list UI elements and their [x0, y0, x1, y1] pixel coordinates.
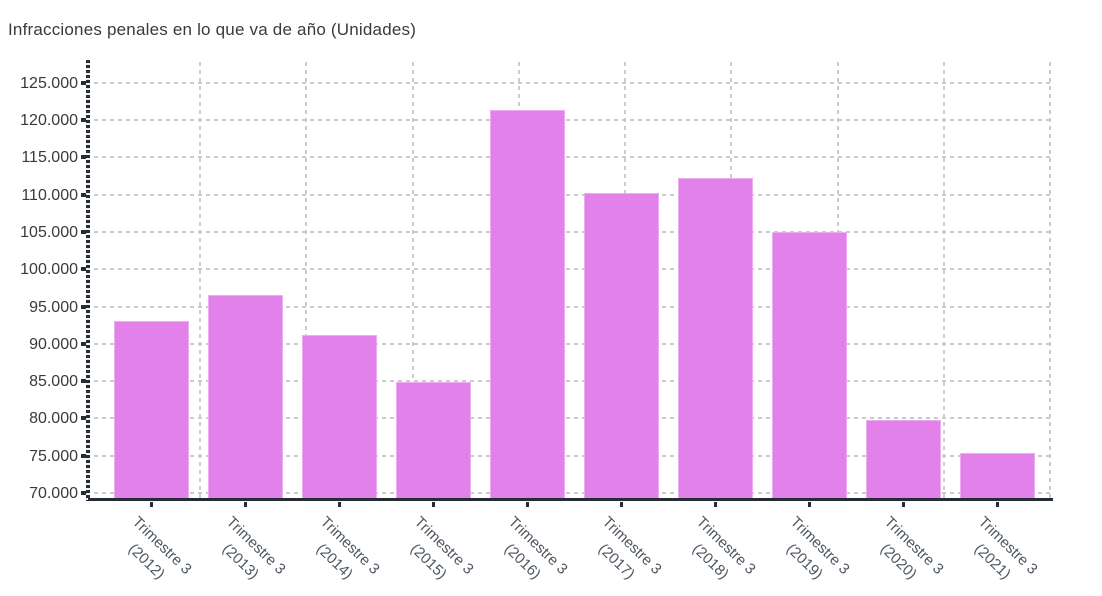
y-tick-mark: [81, 341, 86, 346]
bar[interactable]: [584, 193, 660, 498]
x-tick-label: Trimestre 3 (2017): [581, 512, 666, 596]
bar[interactable]: [866, 419, 942, 498]
x-tick-mark: [996, 502, 1000, 507]
h-gridline: [94, 268, 1053, 271]
h-gridline: [94, 342, 1053, 345]
y-tick-mark: [81, 155, 86, 160]
y-tick-label: 125.000: [20, 74, 78, 92]
y-tick-mark: [81, 453, 86, 458]
v-gridline: [199, 62, 202, 498]
y-tick-mark: [81, 118, 86, 123]
x-tick-mark: [620, 502, 624, 507]
h-gridline: [94, 380, 1053, 383]
bar[interactable]: [114, 321, 190, 498]
x-tick-mark: [338, 502, 342, 507]
y-tick-label: 100.000: [20, 261, 78, 279]
x-tick-label: Trimestre 3 (2014): [299, 512, 384, 596]
y-tick-mark: [81, 490, 86, 495]
x-tick-label: Trimestre 3 (2019): [769, 512, 854, 596]
y-tick-mark: [81, 229, 86, 234]
h-gridline: [94, 230, 1053, 233]
y-tick-mark: [81, 304, 86, 309]
h-gridline: [94, 417, 1053, 420]
h-gridline: [94, 119, 1053, 122]
x-tick-label: Trimestre 3 (2013): [205, 512, 290, 596]
y-tick-mark: [81, 379, 86, 384]
x-tick-label: Trimestre 3 (2020): [863, 512, 948, 596]
y-tick-label: 80.000: [29, 410, 78, 428]
y-tick-label: 110.000: [21, 186, 78, 204]
h-gridline: [94, 305, 1053, 308]
bar[interactable]: [772, 231, 848, 498]
y-tick-label: 120.000: [20, 112, 78, 130]
horizontal-gridlines-layer: [94, 62, 1053, 500]
x-tick-mark: [714, 502, 718, 507]
h-gridline: [94, 491, 1053, 494]
chart-title: Infracciones penales en lo que va de año…: [8, 20, 417, 39]
x-tick-mark: [150, 502, 154, 507]
y-tick-mark: [81, 416, 86, 421]
h-gridline: [94, 193, 1053, 196]
x-tick-label: Trimestre 3 (2012): [111, 512, 196, 596]
h-gridline: [94, 156, 1053, 159]
x-tick-mark: [244, 502, 248, 507]
x-tick-label: Trimestre 3 (2016): [487, 512, 572, 596]
y-tick-label: 90.000: [29, 335, 78, 353]
bar[interactable]: [302, 334, 378, 498]
bar[interactable]: [208, 295, 284, 498]
y-axis-line: [86, 60, 90, 501]
bars-layer: [94, 62, 1050, 500]
x-tick-label: Trimestre 3 (2015): [393, 512, 478, 596]
y-tick-label: 85.000: [29, 373, 78, 391]
y-tick-label: 75.000: [29, 447, 78, 465]
x-tick-mark: [432, 502, 436, 507]
v-gridline: [942, 62, 945, 498]
bar[interactable]: [960, 452, 1036, 498]
y-tick-label: 95.000: [29, 298, 78, 316]
y-tick-mark: [81, 267, 86, 272]
bar[interactable]: [678, 178, 754, 498]
h-gridline: [94, 454, 1053, 457]
x-tick-mark: [902, 502, 906, 507]
v-gridline: [1049, 62, 1051, 498]
bar[interactable]: [490, 110, 566, 498]
x-axis-line: [88, 498, 1053, 501]
bar[interactable]: [396, 381, 472, 498]
x-tick-mark: [526, 502, 530, 507]
y-tick-label: 115.000: [21, 149, 78, 167]
h-gridline: [94, 81, 1053, 84]
y-tick-label: 105.000: [20, 223, 78, 241]
x-tick-mark: [808, 502, 812, 507]
v-gridline: [305, 62, 308, 498]
y-tick-mark: [81, 192, 86, 197]
x-tick-label: Trimestre 3 (2018): [675, 512, 760, 596]
y-tick-label: 70.000: [29, 484, 78, 502]
v-gridline: [411, 62, 414, 498]
plot-area: [94, 62, 1053, 500]
y-tick-mark: [81, 80, 86, 85]
x-tick-label: Trimestre 3 (2021): [957, 512, 1042, 596]
